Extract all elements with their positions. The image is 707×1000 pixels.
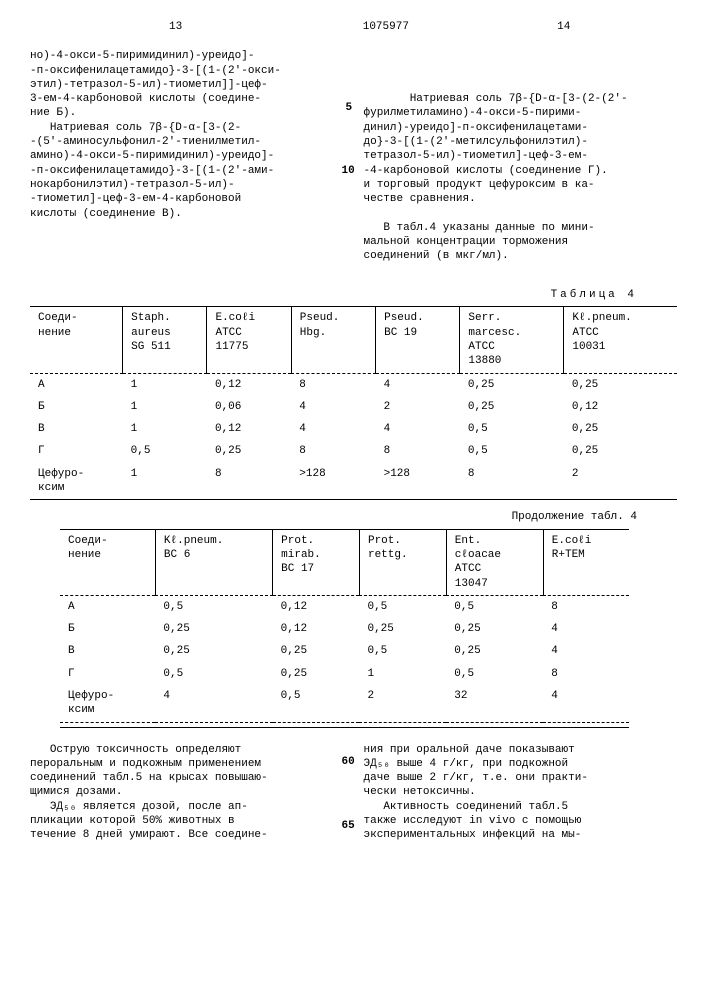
left-page-num: 13 [30,20,321,34]
left-column-text: но)-4-окси-5-пиримидинил)-уреидо]- -п-ок… [30,49,344,278]
table-header-row: Соеди- нение Kℓ.pneum. BC 6 Prot. mirab.… [60,529,629,595]
right-column-text: 5 10 Натриевая соль 7β-{D-α-[3-(2-(2'- ф… [364,49,678,278]
bottom-text-columns: Острую токсичность определяют пероральны… [30,743,677,843]
table-4b: Соеди- нение Kℓ.pneum. BC 6 Prot. mirab.… [60,529,629,728]
table-row: Б10,06420,250,12 [30,396,677,418]
table4-title: Таблица 4 [30,288,677,302]
table-row: Цефуро- ксим18>128>12882 [30,463,677,500]
table-row: Г0,50,2510,58 [60,663,629,685]
bottom-right-text: 60 65 ния при оральной даче показывают Э… [364,743,678,843]
col-header: Prot. rettg. [359,529,446,595]
right-text-body: Натриевая соль 7β-{D-α-[3-(2-(2'- фурилм… [364,93,628,262]
margin-5: 5 [346,101,353,115]
col-header: Соеди- нение [30,307,123,373]
table-header-row: Соеди- нение Staph. aureus SG 511 E.coℓi… [30,307,677,373]
top-text-columns: но)-4-окси-5-пиримидинил)-уреидо]- -п-ок… [30,49,677,278]
margin-65: 65 [342,819,355,833]
table-row: Цефуро- ксим40,52324 [60,685,629,722]
table-row: Г0,50,25880,50,25 [30,440,677,462]
table4b-title: Продолжение табл. 4 [30,510,677,524]
col-header: Pseud. Hbg. [291,307,375,373]
col-header: E.coℓi R+TEM [543,529,629,595]
table-4a: Соеди- нение Staph. aureus SG 511 E.coℓi… [30,306,677,500]
col-header: Pseud. BC 19 [376,307,460,373]
table-row: А10,12840,250,25 [30,373,677,396]
page-header: 13 1075977 14 [30,20,677,34]
col-header: Staph. aureus SG 511 [123,307,207,373]
col-header: Kℓ.pneum. BC 6 [155,529,272,595]
col-header: Kℓ.pneum. ATCC 10031 [564,307,677,373]
table-row: В10,12440,50,25 [30,418,677,440]
col-header: E.coℓi ATCC 11775 [207,307,291,373]
margin-60: 60 [342,755,355,769]
margin-10: 10 [342,164,355,178]
doc-number: 1075977 [321,20,450,34]
right-page-num: 14 [451,20,677,34]
bottom-right-body: ния при оральной даче показывают ЭД₅₀ вы… [364,744,588,842]
table-row: Б0,250,120,250,254 [60,618,629,640]
col-header: Prot. mirab. BC 17 [273,529,360,595]
table-row: В0,250,250,50,254 [60,640,629,662]
col-header: Ent. cℓoacae ATCC 13047 [446,529,543,595]
table-row: А0,50,120,50,58 [60,595,629,618]
col-header: Serr. marcesc. ATCC 13880 [460,307,564,373]
bottom-left-text: Острую токсичность определяют пероральны… [30,743,344,843]
col-header: Соеди- нение [60,529,155,595]
